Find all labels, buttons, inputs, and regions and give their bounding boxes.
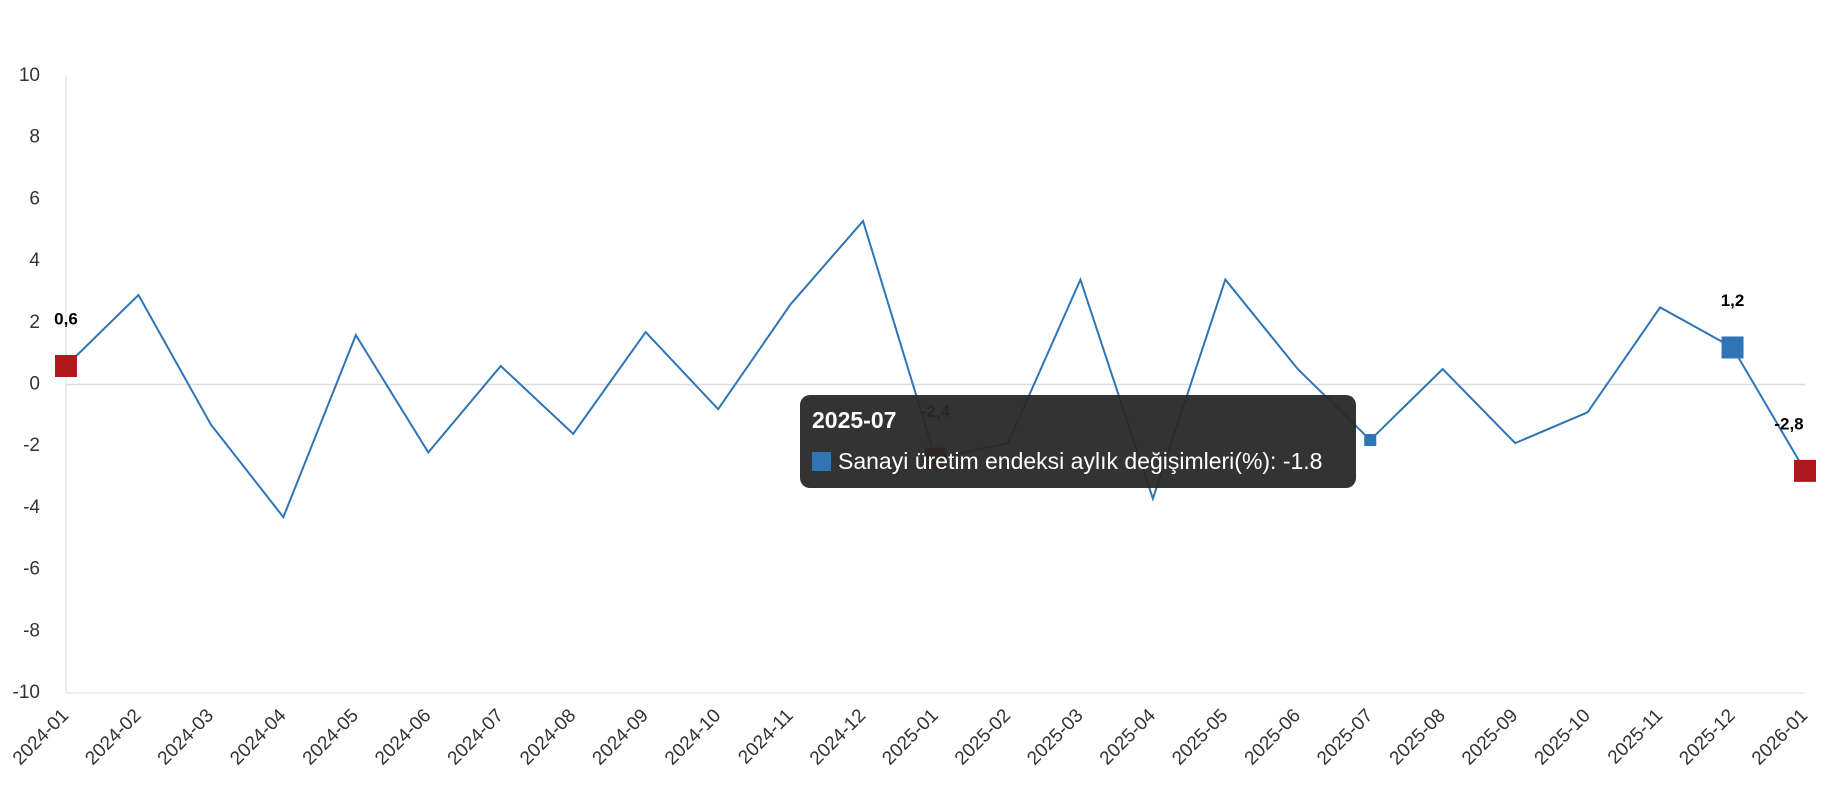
data-label: 0,6 bbox=[54, 309, 78, 328]
marker bbox=[1364, 434, 1377, 447]
tooltip-text: Sanayi üretim endeksi aylık değişimleri(… bbox=[838, 448, 1323, 474]
y-tick-label: 2 bbox=[29, 312, 40, 333]
x-tick-label: 2025-01 bbox=[878, 705, 942, 769]
marker bbox=[1794, 459, 1816, 482]
x-tick-label: 2025-04 bbox=[1096, 705, 1160, 769]
x-tick-label: 2025-11 bbox=[1604, 705, 1667, 768]
y-tick-label: 10 bbox=[19, 65, 40, 86]
y-tick-label: 4 bbox=[29, 250, 40, 271]
x-tick-label: 2024-08 bbox=[516, 705, 580, 769]
x-tick-label: 2025-02 bbox=[951, 705, 1015, 769]
x-tick-label: 2025-10 bbox=[1531, 705, 1595, 769]
y-tick-label: -4 bbox=[23, 497, 40, 518]
x-tick-label: 2024-07 bbox=[444, 705, 508, 769]
marker bbox=[1721, 336, 1744, 359]
x-tick-label: 2025-03 bbox=[1023, 705, 1087, 769]
x-tick-label: 2024-11 bbox=[735, 705, 798, 768]
data-label: 1,2 bbox=[1721, 291, 1745, 310]
x-tick-label: 2024-06 bbox=[371, 705, 435, 769]
data-label: -2,8 bbox=[1774, 414, 1803, 433]
y-tick-label: 6 bbox=[29, 188, 40, 209]
tooltip-swatch bbox=[812, 452, 831, 471]
tooltip-row: Sanayi üretim endeksi aylık değişimleri(… bbox=[812, 448, 1344, 475]
y-tick-label: 8 bbox=[29, 127, 40, 148]
x-tick-label: 2025-07 bbox=[1313, 705, 1377, 769]
x-tick-label: 2025-08 bbox=[1386, 705, 1450, 769]
x-tick-label: 2024-02 bbox=[81, 705, 145, 769]
x-tick-label: 2024-09 bbox=[589, 705, 653, 769]
x-tick-label: 2024-05 bbox=[299, 705, 363, 769]
tooltip-title: 2025-07 bbox=[812, 407, 897, 433]
x-tick-label: 2025-06 bbox=[1241, 705, 1305, 769]
x-tick-label: 2024-12 bbox=[806, 705, 870, 769]
y-tick-label: -8 bbox=[23, 620, 40, 641]
y-tick-label: 0 bbox=[29, 374, 40, 395]
x-tick-label: 2024-03 bbox=[154, 705, 218, 769]
y-tick-label: -6 bbox=[23, 559, 40, 580]
x-tick-label: 2025-09 bbox=[1458, 705, 1522, 769]
tooltip: 2025-07 Sanayi üretim endeksi aylık deği… bbox=[800, 395, 1356, 488]
x-tick-label: 2025-05 bbox=[1168, 705, 1232, 769]
x-tick-label: 2024-01 bbox=[9, 705, 73, 769]
y-tick-label: -10 bbox=[13, 682, 40, 703]
x-tick-label: 2026-01 bbox=[1748, 705, 1812, 769]
x-tick-label: 2025-12 bbox=[1675, 705, 1739, 769]
x-tick-label: 2024-10 bbox=[661, 705, 725, 769]
x-tick-label: 2024-04 bbox=[226, 705, 290, 769]
y-tick-label: -2 bbox=[23, 435, 40, 456]
marker bbox=[55, 354, 77, 377]
